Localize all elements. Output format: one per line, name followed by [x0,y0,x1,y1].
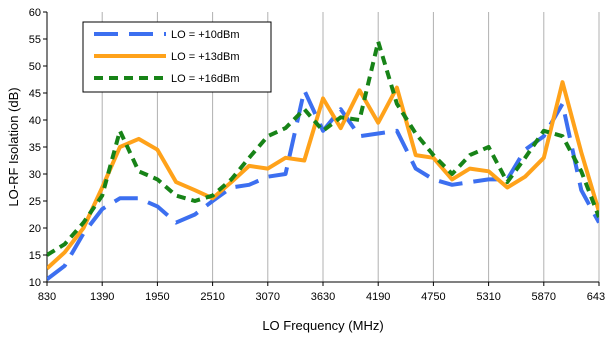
y-tick-label: 30 [29,169,41,181]
series-line-2 [47,80,599,270]
x-tick-label: 4190 [366,291,390,303]
series-line-3 [47,39,599,257]
y-tick-label: 25 [29,196,41,208]
legend-label-1: LO = +10dBm [171,29,240,41]
legend-label-3: LO = +16dBm [171,73,240,85]
legend-label-2: LO = +13dBm [171,51,240,63]
x-tick-labels: 830 1390 1950 2510 3070 3630 4190 4750 5310 5870 6… [38,291,605,303]
x-tick-label: 4750 [421,291,445,303]
x-tick-label: 6430 [587,291,605,303]
y-tick-labels: 10 15 20 25 30 35 40 45 50 55 60 [29,7,41,289]
legend: LO = +10dBm LO = +13dBm LO = +16dBm [82,21,272,93]
y-tick-label: 10 [29,277,41,289]
y-tick-label: 55 [29,34,41,46]
x-tick-label: 3630 [311,291,335,303]
y-axis-title: LO-RF Isolation (dB) [6,87,21,206]
x-axis-title: LO Frequency (MHz) [262,318,383,333]
x-tick-label: 1950 [145,291,169,303]
x-tick-label: 5310 [476,291,500,303]
x-tick-label: 3070 [256,291,280,303]
y-tick-label: 20 [29,223,41,235]
x-tick-label: 830 [38,291,56,303]
y-tick-label: 15 [29,250,41,262]
y-tick-label: 40 [29,115,41,127]
x-tick-label: 2510 [200,291,224,303]
y-tick-label: 60 [29,7,41,19]
y-tick-label: 35 [29,142,41,154]
series-line-1 [47,88,599,281]
series-lines [47,39,599,281]
y-tick-label: 45 [29,88,41,100]
x-tick-label: 1390 [90,291,114,303]
x-tick-label: 5870 [532,291,556,303]
axes [43,11,600,286]
y-tick-label: 50 [29,61,41,73]
